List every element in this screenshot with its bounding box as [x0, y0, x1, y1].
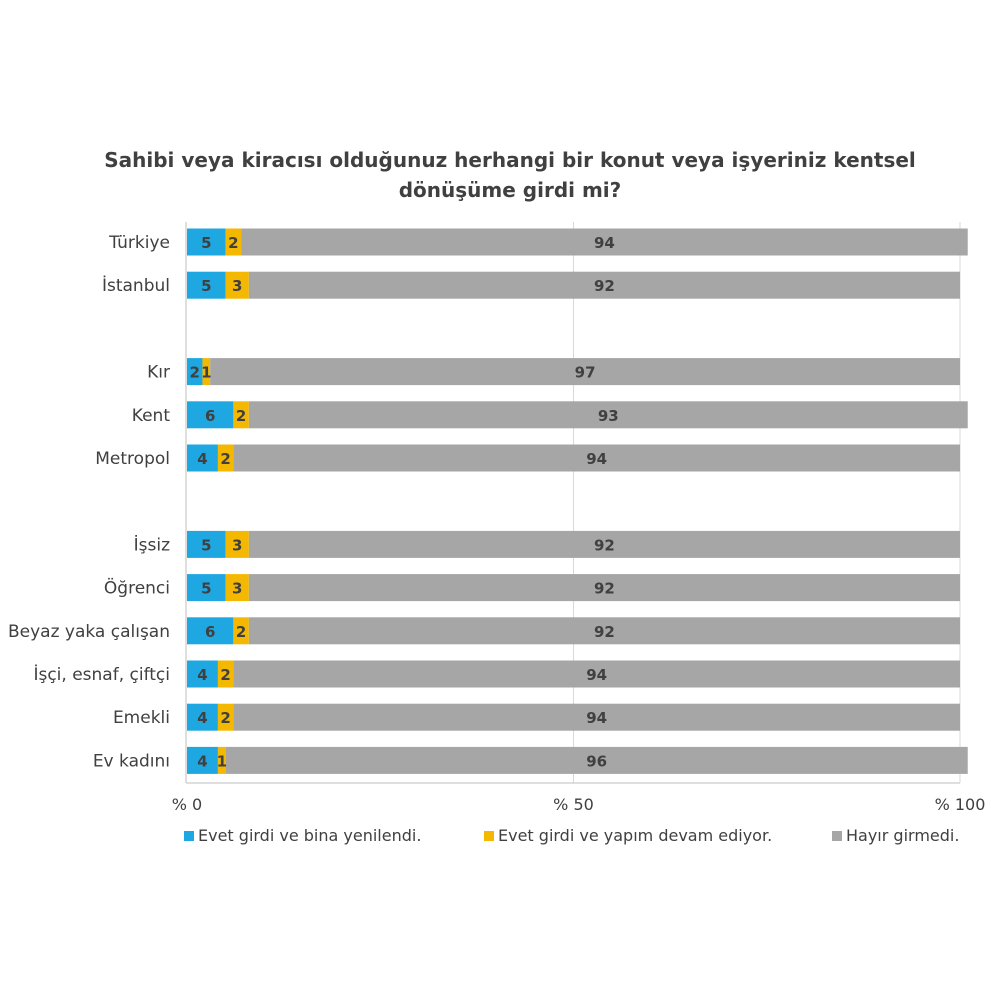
data-label: 1: [217, 752, 227, 770]
data-label: 2: [220, 450, 230, 468]
category-label: Kır: [147, 363, 170, 383]
bar-0-10: [187, 746, 218, 774]
category-label: İşsiz: [134, 534, 170, 555]
bar-2-8: [233, 660, 960, 688]
legend-item-hayir: Hayır girmedi.: [832, 826, 959, 845]
bar-2-2: [210, 358, 960, 386]
bar-2-7: [248, 617, 961, 645]
bar-0-0: [187, 228, 226, 256]
bar-1-7: [233, 617, 249, 645]
bar-2-1: [248, 271, 961, 299]
data-label: 92: [594, 580, 615, 598]
data-label: 6: [205, 623, 215, 641]
data-label: 2: [236, 407, 246, 425]
chart-title-line-1: Sahibi veya kiracısı olduğunuz herhangi …: [104, 148, 916, 172]
bar-0-7: [187, 617, 234, 645]
bar-1-8: [217, 660, 234, 688]
bar-2-10: [225, 746, 968, 774]
bar-1-6: [225, 574, 249, 602]
data-label: 2: [220, 709, 230, 727]
bar-1-2: [202, 358, 211, 386]
data-label: 94: [586, 709, 607, 727]
category-label: Türkiye: [108, 233, 170, 253]
data-label: 92: [594, 623, 615, 641]
bar-0-8: [187, 660, 218, 688]
data-label: 93: [598, 407, 619, 425]
legend-swatch-blue: [184, 830, 194, 841]
bar-0-4: [187, 444, 218, 472]
data-label: 4: [197, 450, 207, 468]
data-label: 3: [232, 580, 242, 598]
bar-0-9: [187, 703, 218, 731]
data-label: 97: [575, 364, 596, 382]
data-label: 96: [586, 752, 607, 770]
axes: Türkiye İstanbul Kır Kent Metropol İşsiz Öğren…: [8, 222, 985, 814]
data-label: 4: [197, 666, 207, 684]
bar-0-2: [187, 358, 203, 386]
bar-0-6: [187, 574, 226, 602]
chart-title-line-2: dönüşüme girdi mi?: [398, 178, 622, 202]
bar-0-5: [187, 530, 226, 558]
x-tick-label: % 0: [172, 795, 202, 814]
legend-swatch-gray: [832, 830, 842, 841]
data-label: 3: [232, 536, 242, 554]
data-label: 5: [201, 277, 211, 295]
data-label: 5: [201, 580, 211, 598]
category-label: Metropol: [95, 449, 170, 469]
data-label: 94: [586, 666, 607, 684]
legend: Evet girdi ve bina yenilendi. Evet girdi…: [0, 826, 1000, 856]
bar-2-4: [233, 444, 960, 472]
chart-title: Sahibi veya kiracısı olduğunuz herhangi …: [100, 145, 920, 205]
data-label: 4: [197, 709, 207, 727]
data-label: 5: [201, 234, 211, 252]
bar-2-3: [248, 401, 968, 429]
bar-1-0: [225, 228, 242, 256]
data-label: 1: [201, 364, 211, 382]
data-label: 2: [228, 234, 238, 252]
category-label: İstanbul: [102, 275, 170, 296]
data-label: 94: [594, 234, 615, 252]
gridlines: [573, 222, 961, 783]
legend-item-yenilendi: Evet girdi ve bina yenilendi.: [184, 826, 421, 845]
bar-1-10: [217, 746, 226, 774]
bar-1-4: [217, 444, 234, 472]
legend-label: Evet girdi ve yapım devam ediyor.: [498, 826, 773, 845]
data-label: 92: [594, 536, 615, 554]
data-label: 3: [232, 277, 242, 295]
data-label: 2: [190, 364, 200, 382]
category-label: Kent: [132, 406, 171, 426]
legend-label: Hayır girmedi.: [846, 826, 960, 845]
legend-swatch-yellow: [484, 830, 494, 841]
bar-1-9: [217, 703, 234, 731]
bar-1-1: [225, 271, 249, 299]
bar-0-3: [187, 401, 234, 429]
legend-item-devam: Evet girdi ve yapım devam ediyor.: [484, 826, 772, 845]
legend-label: Evet girdi ve bina yenilendi.: [198, 826, 422, 845]
bars: [187, 228, 968, 774]
bar-0-1: [187, 271, 226, 299]
x-tick-label: % 100: [935, 795, 986, 814]
bar-1-3: [233, 401, 249, 429]
bar-2-0: [241, 228, 968, 256]
category-label: Emekli: [113, 708, 170, 728]
data-label: 2: [220, 666, 230, 684]
data-label: 2: [236, 623, 246, 641]
category-label: Beyaz yaka çalışan: [8, 622, 170, 642]
data-label: 4: [197, 752, 207, 770]
bar-1-5: [225, 530, 249, 558]
data-labels: 5 2 945 3 922 1 976 2 934 2 945 3 925 3 926 2 924 2 944 2 94…: [190, 234, 619, 770]
x-tick-label: % 50: [553, 795, 594, 814]
category-label: Öğrenci: [104, 577, 170, 599]
category-label: İşçi, esnaf, çiftçi: [33, 664, 170, 685]
bar-2-9: [233, 703, 960, 731]
bar-2-5: [248, 530, 961, 558]
category-label: Ev kadını: [93, 751, 170, 771]
data-label: 6: [205, 407, 215, 425]
bar-2-6: [248, 574, 961, 602]
data-label: 5: [201, 536, 211, 554]
data-label: 92: [594, 277, 615, 295]
data-label: 94: [586, 450, 607, 468]
